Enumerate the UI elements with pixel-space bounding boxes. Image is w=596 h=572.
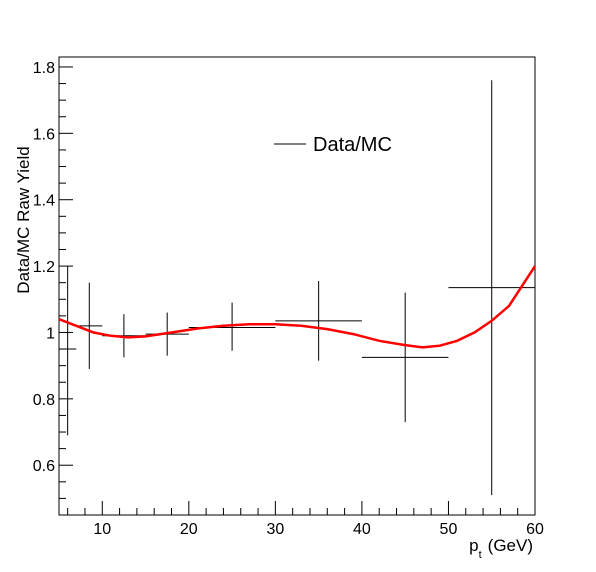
y-tick-label: 1.4	[33, 193, 55, 210]
axes: 10 20 30 40 50 60 0.6 0.8 1 1.2 1.4 1.6 1.8	[33, 60, 544, 538]
y-tick-label: 1	[46, 325, 55, 342]
x-axis-title-main: p	[469, 536, 478, 555]
data-point	[275, 281, 362, 361]
x-tick-label: 40	[353, 521, 371, 538]
data-points	[59, 80, 535, 496]
data-point	[59, 266, 77, 436]
plot-frame	[58, 56, 536, 516]
data-point	[188, 302, 276, 351]
y-tick-label: 0.6	[33, 458, 55, 475]
x-axis-title-unit: (GeV)	[488, 536, 533, 555]
x-tick-label: 60	[526, 521, 544, 538]
x-axis-title-sub: t	[479, 549, 482, 561]
x-tick-label: 10	[93, 521, 111, 538]
fit-curve	[58, 265, 537, 349]
y-axis-title: Data/MC Raw Yield	[14, 146, 33, 293]
y-tick-label: 1.6	[33, 126, 55, 143]
x-tick-label: 50	[440, 521, 458, 538]
data-point	[76, 282, 103, 369]
y-tick-label: 1.2	[33, 259, 55, 276]
y-tick-label: 1.8	[33, 60, 55, 77]
x-tick-label: 20	[180, 521, 198, 538]
legend-label: Data/MC	[313, 134, 392, 156]
legend: Data/MC	[274, 134, 392, 156]
data-point	[361, 292, 449, 423]
x-axis-title: pt (GeV)	[469, 536, 533, 561]
y-tick-label: 0.8	[33, 392, 55, 409]
x-tick-label: 30	[266, 521, 284, 538]
